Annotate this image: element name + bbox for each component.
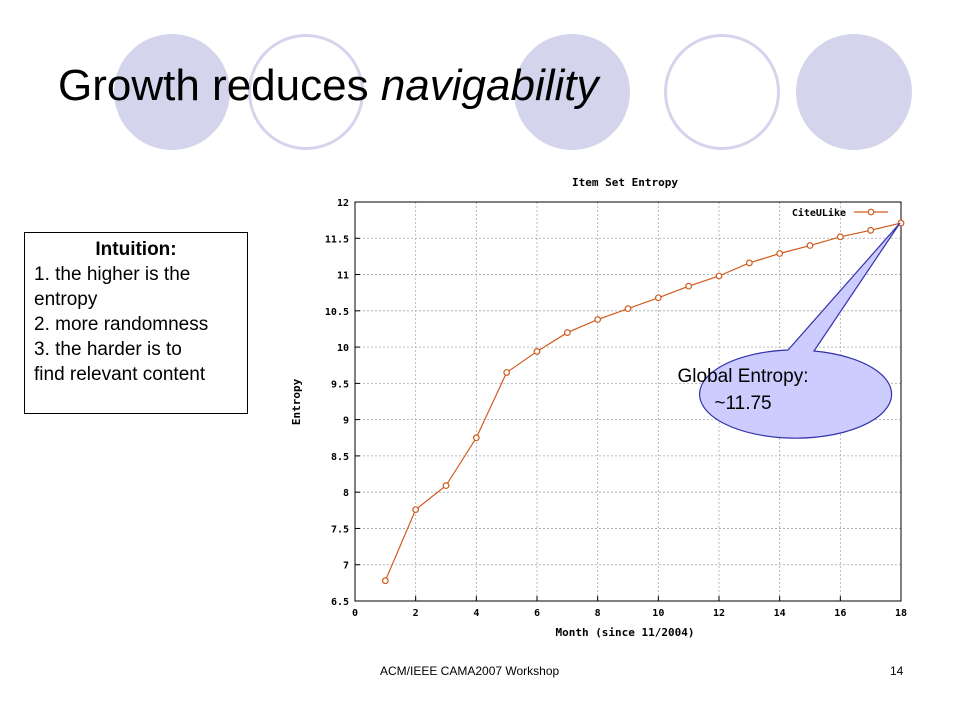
- decorative-circle: [114, 34, 230, 150]
- data-point: [503, 369, 511, 376]
- callout-line-1: Global Entropy:: [677, 366, 809, 387]
- data-point: [594, 316, 602, 323]
- x-tick-label: 12: [713, 608, 725, 619]
- slide-footer: ACM/IEEE CAMA2007 Workshop: [380, 664, 560, 678]
- x-tick-label: 8: [595, 608, 601, 619]
- plot-frame: [354, 201, 902, 602]
- callout-text: Global Entropy: ~11.75: [648, 363, 838, 417]
- data-point: [745, 259, 753, 267]
- intuition-box: Intuition: 1. the higher is the entropy …: [24, 232, 248, 414]
- decorative-circle: [664, 34, 780, 150]
- slide-title-emphasis: navigability: [380, 61, 599, 110]
- y-axis-label: Entropy: [290, 378, 303, 425]
- page-number: 14: [890, 664, 904, 678]
- decorative-circle: [796, 34, 912, 150]
- slide-title: Growth reduces navigability: [58, 61, 599, 110]
- series-layer: [381, 219, 905, 585]
- y-tick-label: 11: [337, 271, 349, 282]
- slide-title-text: Growth reduces: [58, 61, 381, 110]
- y-axis-ticks: 6.5 7 7.5 8 8.5 9 9.5 10 10.5 11 11.5 12: [325, 198, 360, 608]
- series-line: [384, 222, 902, 581]
- data-point: [715, 272, 723, 280]
- y-tick-label: 10.5: [325, 307, 349, 318]
- chart-title: Item Set Entropy: [572, 176, 678, 189]
- y-tick-label: 7.5: [331, 524, 349, 535]
- decorative-circle: [514, 34, 630, 150]
- data-point: [867, 226, 875, 234]
- data-point: [836, 233, 844, 241]
- data-point: [685, 282, 693, 290]
- data-point: [412, 506, 420, 513]
- y-tick-label: 8: [343, 488, 349, 499]
- x-tick-label: 2: [413, 608, 419, 619]
- x-tick-label: 0: [352, 608, 358, 619]
- y-tick-label: 7: [343, 561, 349, 572]
- y-tick-label: 10: [337, 343, 349, 354]
- intuition-line: find relevant content: [34, 364, 206, 385]
- y-tick-label: 11.5: [325, 234, 349, 245]
- data-point: [563, 329, 571, 336]
- x-tick-label: 14: [774, 608, 786, 619]
- x-tick-label: 6: [534, 608, 540, 619]
- intuition-line: 2. more randomness: [34, 314, 209, 335]
- callout-line-2: ~11.75: [714, 393, 772, 414]
- global-entropy-callout: [699, 222, 901, 439]
- x-tick-label: 4: [473, 608, 479, 619]
- data-point: [806, 242, 814, 249]
- decorative-circle: [248, 34, 364, 150]
- data-point: [381, 577, 389, 585]
- callout-bubble: [699, 222, 901, 439]
- x-tick-label: 18: [895, 608, 907, 619]
- data-point: [533, 348, 541, 355]
- x-axis-ticks: 0 2 4 6 8 10 12 14 16 18: [352, 596, 907, 619]
- x-tick-label: 16: [834, 608, 846, 619]
- data-point: [624, 305, 632, 313]
- intuition-line: entropy: [34, 289, 98, 310]
- legend-swatch-marker: [867, 208, 875, 216]
- entropy-chart: Item Set Entropy 0 2 4 6 8 10 12 14 16 18 6.5 7 7.5…: [288, 170, 928, 650]
- y-tick-label: 9: [343, 416, 349, 427]
- legend-label: CiteULike: [792, 207, 846, 219]
- y-tick-label: 9.5: [331, 379, 349, 390]
- data-point: [442, 482, 450, 490]
- intuition-line: 3. the harder is to: [34, 339, 182, 360]
- intuition-heading: Intuition:: [95, 239, 177, 260]
- y-tick-label: 6.5: [331, 597, 349, 608]
- chart-legend: CiteULike: [792, 207, 888, 219]
- data-point: [776, 250, 784, 257]
- y-tick-label: 12: [337, 198, 349, 209]
- x-axis-label: Month (since 11/2004): [555, 626, 694, 639]
- intuition-line: 1. the higher is the: [34, 264, 191, 285]
- data-point: [472, 434, 480, 442]
- x-tick-label: 10: [652, 608, 664, 619]
- y-tick-label: 8.5: [331, 452, 349, 463]
- data-point: [654, 294, 662, 302]
